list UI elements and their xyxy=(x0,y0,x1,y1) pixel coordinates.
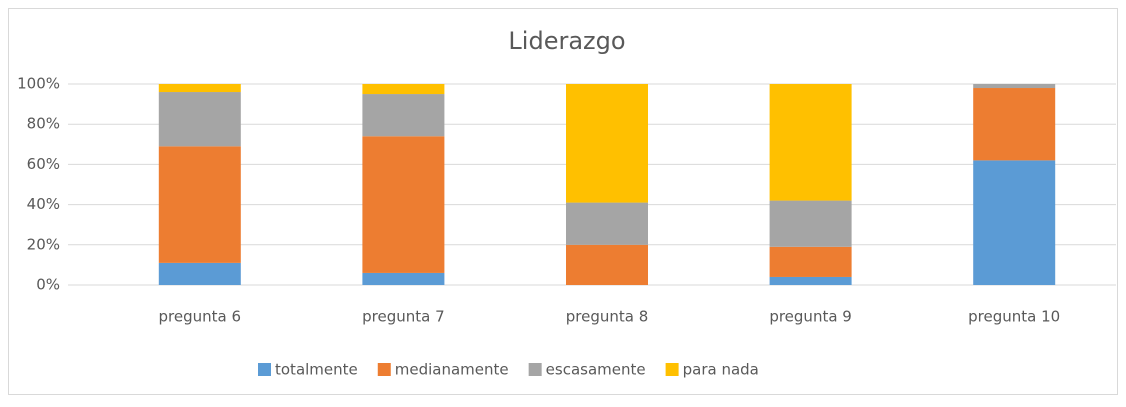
chart-title: Liderazgo xyxy=(508,27,625,55)
y-tick-label: 0% xyxy=(36,276,60,294)
legend-swatch xyxy=(377,363,391,376)
bar-segment xyxy=(362,272,445,285)
legend-swatch xyxy=(528,363,542,376)
legend-label: para nada xyxy=(683,361,759,379)
bar-segment xyxy=(566,244,648,285)
y-tick-label: 20% xyxy=(27,235,60,253)
bar-segment xyxy=(769,84,852,201)
legend-label: totalmente xyxy=(275,361,358,379)
legend-label: medianamente xyxy=(395,361,509,379)
bar-segment xyxy=(973,160,1056,285)
bar-segment xyxy=(973,88,1056,161)
bar-segment xyxy=(566,202,648,245)
bar-segment xyxy=(362,84,445,95)
bar-segment xyxy=(769,200,852,247)
bar-segment xyxy=(362,136,445,273)
legend-swatch xyxy=(258,363,271,376)
bar-segment xyxy=(158,146,241,263)
bar-segment xyxy=(769,276,852,285)
x-tick-label: pregunta 9 xyxy=(769,308,852,326)
bar-segment xyxy=(158,92,241,147)
bar-segment xyxy=(973,84,1056,89)
y-tick-label: 60% xyxy=(27,155,60,173)
legend-label: escasamente xyxy=(546,361,646,379)
y-tick-label: 80% xyxy=(27,115,60,133)
y-tick-label: 40% xyxy=(27,195,60,213)
bar-segment xyxy=(566,84,648,203)
bar-segment xyxy=(158,262,241,285)
legend-swatch xyxy=(665,363,679,376)
x-tick-label: pregunta 10 xyxy=(968,308,1060,326)
x-tick-label: pregunta 8 xyxy=(566,308,649,326)
bar-segment xyxy=(362,94,445,137)
bar-segment xyxy=(769,246,852,277)
x-tick-label: pregunta 7 xyxy=(362,308,445,326)
x-tick-label: pregunta 6 xyxy=(159,308,242,326)
y-tick-label: 100% xyxy=(17,75,60,93)
bar-segment xyxy=(158,84,241,93)
